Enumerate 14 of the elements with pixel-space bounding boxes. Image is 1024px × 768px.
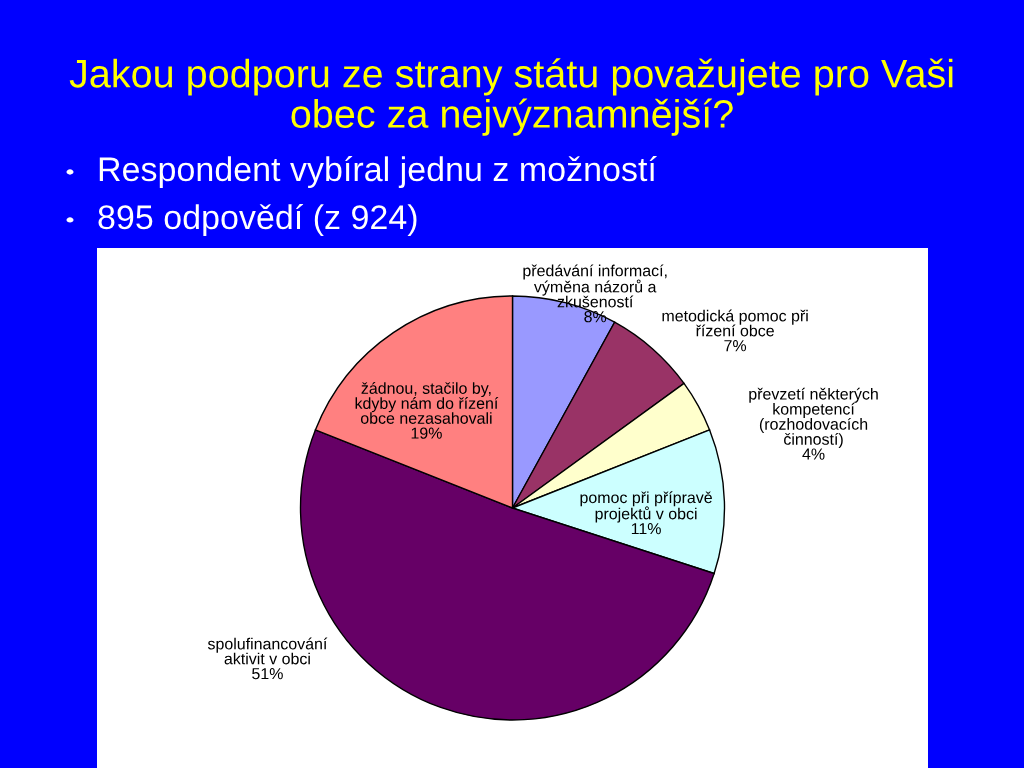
chart-title: Jakou podporu ze strany státu považujete pro Vaši obec za nejvýznamnější? [69, 58, 953, 136]
data-label: 51% [252, 668, 283, 680]
slice-label: žádnou, stačilo by, kdyby nám do řízení obce nezasahovali [355, 382, 499, 424]
slice-label: převzetí některých kompetencí (rozhodovacích činností) [749, 387, 878, 449]
data-label: 19% [411, 427, 442, 439]
slice-label: pomoc při přípravě projektů v obci [580, 491, 712, 523]
data-label: 8% [584, 310, 607, 323]
slice-label: spolufinancování aktivit v obci [207, 637, 328, 665]
data-label: 7% [724, 340, 747, 352]
data-label: 11% [631, 523, 661, 535]
slice-label: metodická pomoc při řízení obce [662, 309, 808, 337]
data-label: 4% [802, 448, 825, 460]
text: Respondent vybíral jednu z možností [99, 155, 657, 189]
text: 895 odpovědí (z 924) [98, 203, 417, 237]
